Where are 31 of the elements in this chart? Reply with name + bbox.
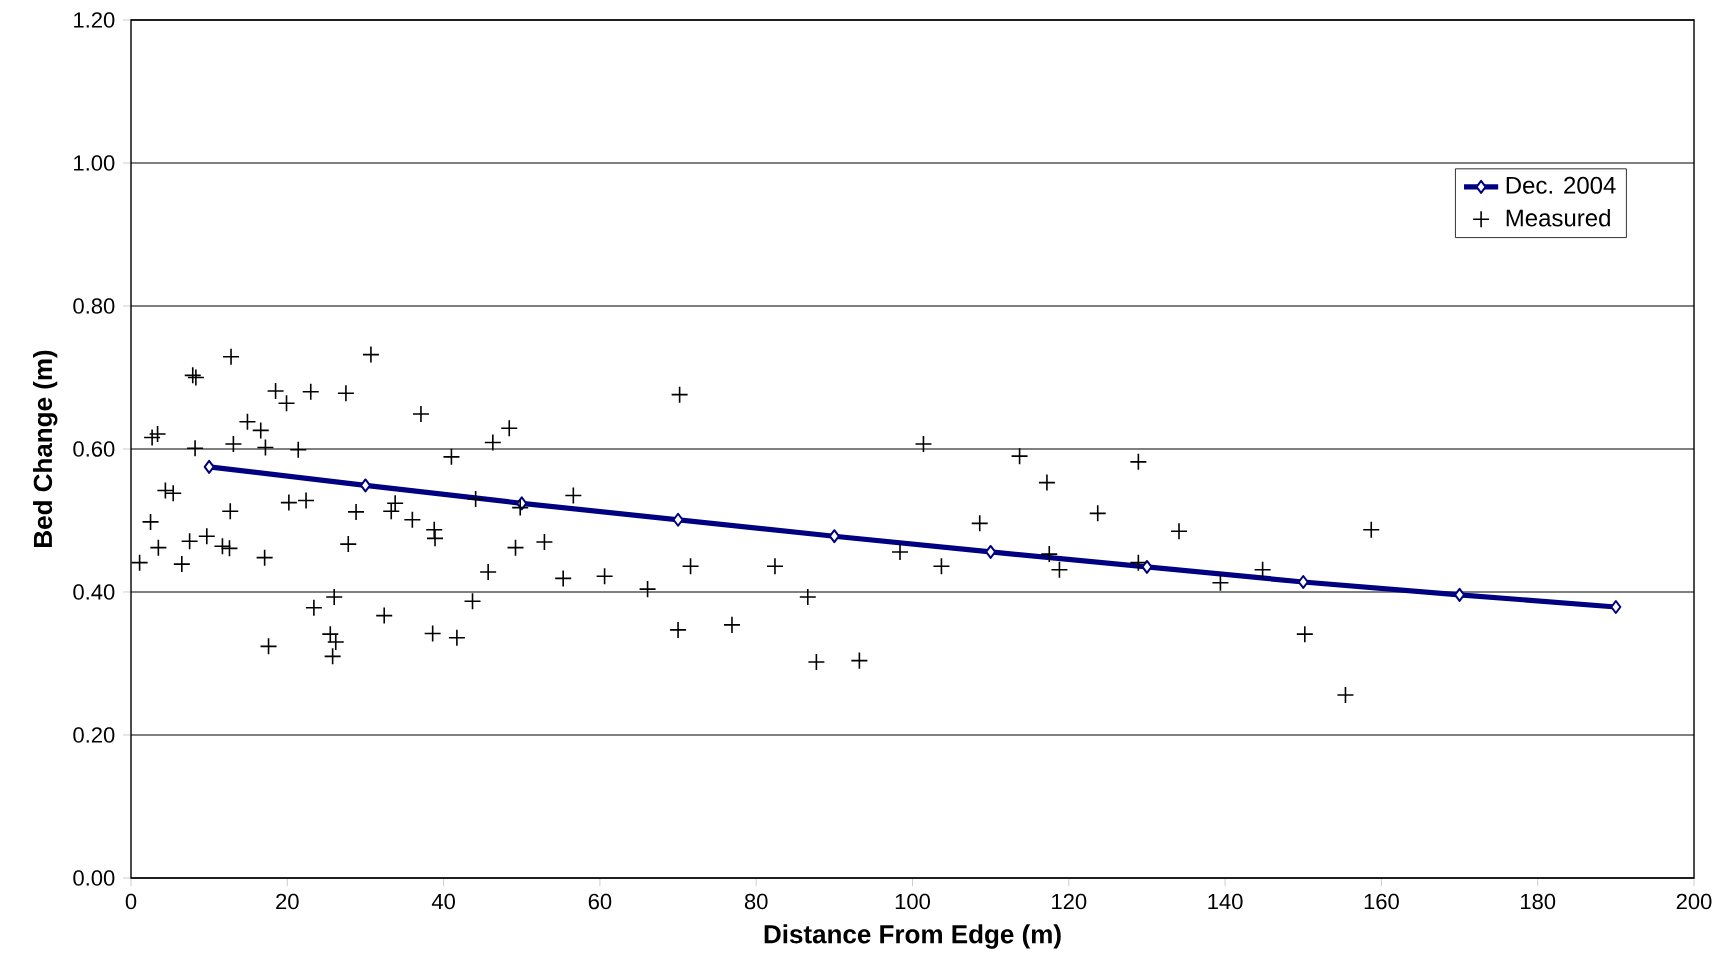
x-tick-label: 20 xyxy=(276,893,299,910)
x-tick-label: 80 xyxy=(744,893,768,910)
x-tick-label: 160 xyxy=(1364,893,1399,910)
point xyxy=(1610,600,1622,614)
point xyxy=(1297,574,1309,589)
legend-label: Measured xyxy=(1506,208,1610,227)
x-tick-label: 40 xyxy=(431,893,455,910)
point xyxy=(1454,587,1466,602)
y-tick-label: 0.60 xyxy=(73,441,115,457)
legend-label: Dec. 2004 xyxy=(1506,176,1616,194)
y-tick-label: 0.80 xyxy=(73,298,115,314)
point xyxy=(203,459,215,474)
point xyxy=(985,544,997,559)
point xyxy=(1141,559,1153,574)
y-tick-label: 0.20 xyxy=(73,727,115,743)
point xyxy=(828,529,840,544)
point xyxy=(672,512,684,527)
x-tick-label: 0 xyxy=(125,893,137,910)
y-tick-label: 0.00 xyxy=(73,870,115,886)
y-tick-label: 1.20 xyxy=(74,12,115,28)
x-tick-label: 100 xyxy=(895,893,930,910)
y-axis-title: Bed Change (m) xyxy=(33,350,58,547)
x-tick-label: 120 xyxy=(1052,893,1087,910)
y-tick-label: 1.00 xyxy=(74,155,115,171)
x-tick-label: 60 xyxy=(588,893,612,910)
x-axis-title: Distance From Edge (m) xyxy=(764,924,1061,949)
x-tick-label: 200 xyxy=(1676,893,1712,910)
point xyxy=(359,478,371,493)
x-tick-label: 180 xyxy=(1521,893,1556,910)
x-tick-label: 140 xyxy=(1208,893,1243,910)
y-tick-label: 0.40 xyxy=(73,584,115,600)
